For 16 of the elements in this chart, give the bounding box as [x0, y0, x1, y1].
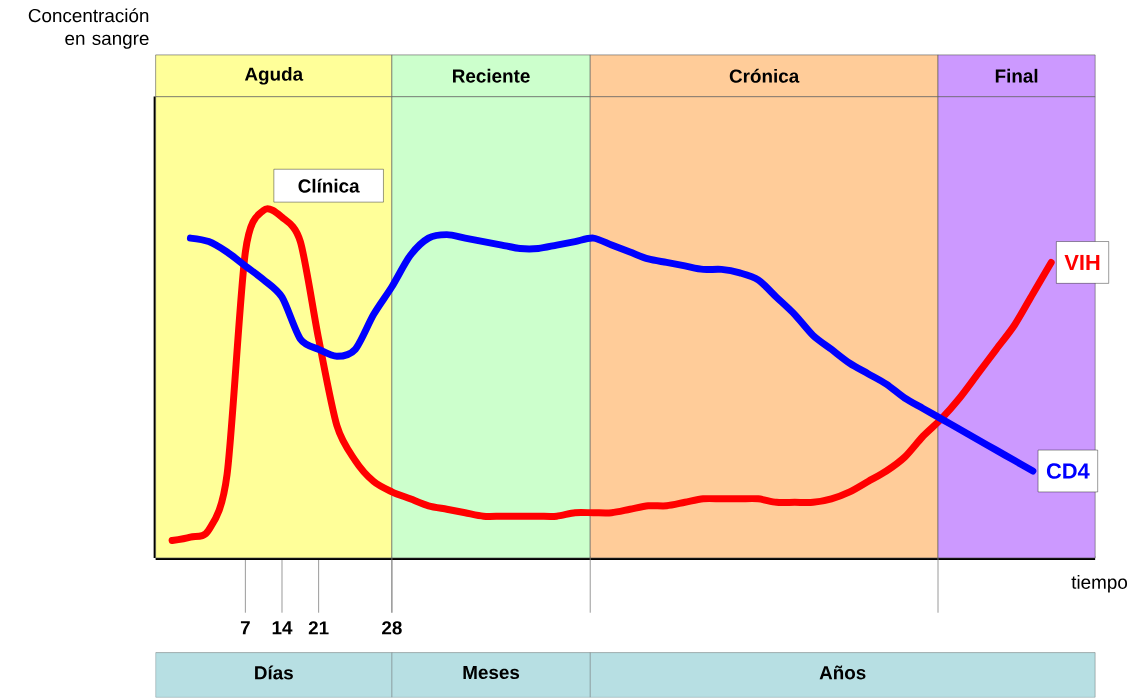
x-tick-label: 14	[272, 621, 293, 635]
x-tick-label: 21	[308, 621, 329, 635]
text: Años	[819, 665, 866, 680]
x-tick-label: 7	[240, 621, 250, 635]
x-axis-title: tiempo	[1071, 575, 1128, 593]
x-tick-label: 28	[382, 621, 402, 635]
text: Reciente	[453, 69, 530, 83]
text: Aguda	[244, 67, 304, 85]
text: Final	[995, 69, 1038, 83]
text: Meses	[463, 666, 520, 680]
text: Concentración en sangre	[28, 8, 149, 49]
text: Crónica	[729, 68, 800, 83]
series-label: CD4	[1046, 463, 1090, 479]
series-label: VIH	[1064, 255, 1100, 271]
text: Clínica	[298, 178, 360, 193]
text: Días	[255, 665, 293, 680]
